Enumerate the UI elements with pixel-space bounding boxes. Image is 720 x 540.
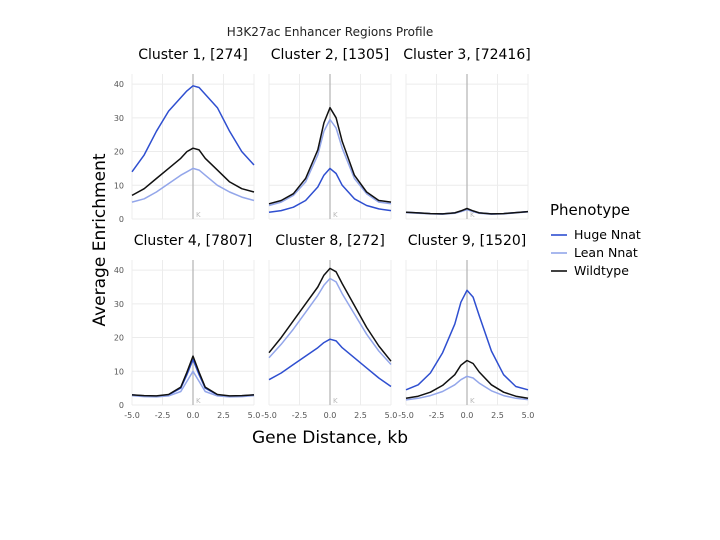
series-line-huge-nnat (131, 85, 255, 173)
x-tick-label: -2.5 (292, 411, 308, 420)
series-line-lean-nnat (131, 370, 255, 398)
x-tick-label: -5.0 (124, 411, 140, 420)
center-marker: K (470, 397, 475, 405)
y-tick-label: 10 (114, 181, 124, 190)
x-tick-label: 2.5 (217, 411, 230, 420)
legend-label: Huge Nnat (574, 227, 641, 242)
y-tick-label: 30 (114, 114, 124, 123)
facet-panel: K Cluster 3, [72416] (403, 47, 531, 220)
series-line-wildtype (405, 359, 529, 400)
series-line-wildtype (268, 106, 392, 205)
y-tick-label: 0 (119, 215, 124, 224)
x-tick-label: 5.0 (385, 411, 398, 420)
legend-title: Phenotype (550, 201, 630, 219)
y-tick-label: 40 (114, 266, 124, 275)
y-tick-label: 20 (114, 148, 124, 157)
y-axis-label: Average Enrichment (90, 153, 110, 326)
x-tick-label: -2.5 (155, 411, 171, 420)
facet-panel: K Cluster 4, [7807] 0 10 20 30 40 -5.0 -2.5 0.0 2.… (114, 233, 261, 420)
series-line-lean-nnat (405, 375, 529, 401)
legend: Phenotype Huge Nnat Lean Nnat Wildtype (550, 201, 641, 278)
center-marker: K (333, 211, 338, 219)
center-marker: K (470, 211, 475, 219)
panel-title: Cluster 1, [274] (138, 47, 248, 63)
y-tick-label: 30 (114, 300, 124, 309)
series-line-lean-nnat (268, 118, 392, 207)
y-tick-label: 20 (114, 334, 124, 343)
y-tick-label: 0 (119, 401, 124, 410)
series-line-lean-nnat (268, 277, 392, 366)
series-line-wildtype (405, 207, 529, 215)
x-tick-label: 5.0 (522, 411, 535, 420)
facet-panel: K Cluster 8, [272] -5.0 -2.5 0.0 2.5 5.0 (261, 233, 397, 420)
facet-panels: K Cluster 1, [274] 0 10 20 30 40 K Cluster 2, [1… (114, 47, 535, 420)
x-tick-label: -5.0 (398, 411, 414, 420)
x-tick-label: 0.0 (461, 411, 474, 420)
chart-title: H3K27ac Enhancer Regions Profile (227, 25, 434, 39)
facet-panel: K Cluster 9, [1520] -5.0 -2.5 0.0 2.5 5.0 (398, 233, 534, 420)
series-line-wildtype (131, 147, 255, 197)
x-tick-label: 0.0 (324, 411, 337, 420)
facet-panel: K Cluster 2, [1305] (268, 47, 392, 220)
x-tick-label: 2.5 (354, 411, 367, 420)
panel-title: Cluster 8, [272] (275, 233, 385, 249)
series-line-huge-nnat (405, 289, 529, 391)
x-tick-label: 5.0 (248, 411, 261, 420)
panel-title: Cluster 2, [1305] (271, 47, 390, 63)
legend-label: Wildtype (574, 263, 629, 278)
legend-label: Lean Nnat (574, 245, 638, 260)
y-tick-label: 10 (114, 367, 124, 376)
series-line-wildtype (131, 355, 255, 397)
x-tick-label: -5.0 (261, 411, 277, 420)
facet-panel: K Cluster 1, [274] 0 10 20 30 40 (114, 47, 255, 224)
x-tick-label: 0.0 (187, 411, 200, 420)
center-marker: K (196, 397, 201, 405)
series-line-huge-nnat (268, 167, 392, 214)
x-tick-label: 2.5 (491, 411, 504, 420)
x-axis-label: Gene Distance, kb (252, 428, 408, 448)
panel-title: Cluster 4, [7807] (134, 233, 253, 249)
panel-title: Cluster 3, [72416] (403, 47, 530, 63)
center-marker: K (333, 397, 338, 405)
center-marker: K (196, 211, 201, 219)
series-line-huge-nnat (268, 338, 392, 388)
series-line-wildtype (268, 267, 392, 362)
x-tick-label: -2.5 (429, 411, 445, 420)
panel-title: Cluster 9, [1520] (408, 233, 527, 249)
y-tick-label: 40 (114, 80, 124, 89)
series-line-lean-nnat (131, 167, 255, 203)
